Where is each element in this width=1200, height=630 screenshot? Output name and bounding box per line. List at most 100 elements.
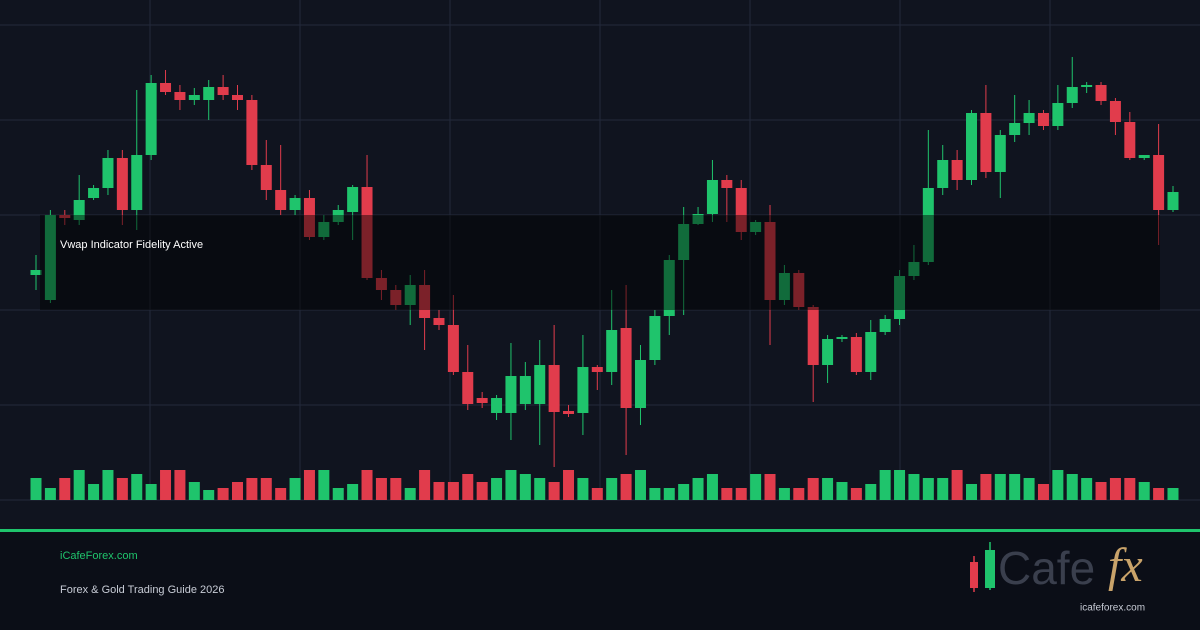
candle-body — [865, 332, 877, 372]
candle-body — [1138, 155, 1150, 158]
volume-bar — [174, 470, 186, 500]
candle-body — [735, 188, 747, 232]
site-name: iCafeForex.com — [60, 550, 138, 562]
candle-body — [980, 113, 992, 172]
volume-bar — [563, 470, 575, 500]
volume-bar — [1124, 478, 1136, 500]
volume-bar — [1081, 478, 1093, 500]
candle-body — [1167, 192, 1179, 210]
volume-bar — [303, 470, 315, 500]
volume-bar — [750, 474, 762, 500]
volume-bar — [73, 470, 85, 500]
volume-bar — [778, 488, 790, 500]
volume-bar — [231, 482, 243, 500]
candle-body — [174, 92, 186, 100]
volume-bar — [519, 474, 531, 500]
volume-bar — [160, 470, 172, 500]
vwap-overlay: Vwap Indicator Fidelity Active — [40, 215, 1160, 310]
candle-body — [476, 398, 488, 403]
volume-bar — [275, 488, 287, 500]
candle-body — [1066, 87, 1078, 103]
volume-bar — [634, 470, 646, 500]
volume-bar — [1023, 478, 1035, 500]
candle-body — [591, 367, 603, 372]
logo: Cafe fx icafeforex.com — [970, 539, 1145, 614]
volume-bar — [836, 482, 848, 500]
annotation: Vwap Indicator Fidelity Active — [60, 239, 203, 251]
candle-body — [1037, 113, 1049, 126]
volume-bar — [922, 478, 934, 500]
logo-main: Cafe — [998, 542, 1095, 594]
volume-bar — [318, 470, 330, 500]
footer — [0, 532, 1200, 630]
candle-body — [131, 155, 143, 210]
divider — [0, 529, 1200, 532]
volume-bar — [534, 478, 546, 500]
candle-body — [73, 200, 85, 220]
candle-body — [1124, 122, 1136, 158]
volume-bar — [822, 478, 834, 500]
candle-body — [102, 158, 114, 188]
candle-body — [879, 319, 891, 332]
candle-body — [188, 95, 200, 100]
candle-body — [706, 180, 718, 214]
logo-url: icafeforex.com — [1080, 603, 1145, 614]
volume-bar — [1153, 488, 1165, 500]
volume-bar — [908, 474, 920, 500]
candle-body — [822, 339, 834, 365]
candle-body — [433, 318, 445, 325]
candle-body — [44, 215, 56, 300]
volume-bar — [332, 488, 344, 500]
volume-bar — [203, 490, 215, 500]
volume-bar — [894, 470, 906, 500]
volume-bar — [793, 488, 805, 500]
volume-bar — [606, 478, 618, 500]
candle-body — [217, 87, 229, 95]
candle-body — [59, 215, 71, 218]
volume-bar — [1037, 484, 1049, 500]
volume-bar — [419, 470, 431, 500]
volume-bar — [980, 474, 992, 500]
candle-body — [836, 337, 848, 339]
subtitle: Forex & Gold Trading Guide 2026 — [60, 584, 224, 596]
logo-candle — [970, 562, 978, 588]
candle-body — [246, 100, 258, 165]
candle-body — [994, 135, 1006, 172]
volume-bar — [217, 488, 229, 500]
volume-bar — [1109, 478, 1121, 500]
candle-body — [1095, 85, 1107, 101]
volume-bar — [1066, 474, 1078, 500]
volume-bar — [289, 478, 301, 500]
volume-bar — [390, 478, 402, 500]
candle-body — [894, 276, 906, 319]
volume-bar — [505, 470, 517, 500]
candle-body — [390, 290, 402, 305]
candle-body — [966, 113, 978, 180]
candle-body — [318, 222, 330, 237]
candle-body — [1109, 101, 1121, 122]
candle-body — [649, 316, 661, 360]
volume-bar — [246, 478, 258, 500]
volume-bar — [116, 478, 128, 500]
volume-bar — [1167, 488, 1179, 500]
volume-bar — [347, 484, 359, 500]
candle-body — [606, 330, 618, 372]
volume-bar — [577, 478, 589, 500]
volume-bar — [491, 478, 503, 500]
candle-body — [663, 260, 675, 316]
candle-body — [505, 376, 517, 413]
candle-body — [30, 270, 42, 275]
volume-bar — [879, 470, 891, 500]
candle-body — [203, 87, 215, 100]
candle-body — [447, 325, 459, 372]
volume-bar — [663, 488, 675, 500]
candle-body — [275, 190, 287, 210]
volume-bar — [937, 478, 949, 500]
candle-body — [634, 360, 646, 408]
candle-body — [1153, 155, 1165, 210]
volume-bar — [764, 474, 776, 500]
candle-body — [678, 224, 690, 260]
volume-bar — [1052, 470, 1064, 500]
candle-body — [375, 278, 387, 290]
